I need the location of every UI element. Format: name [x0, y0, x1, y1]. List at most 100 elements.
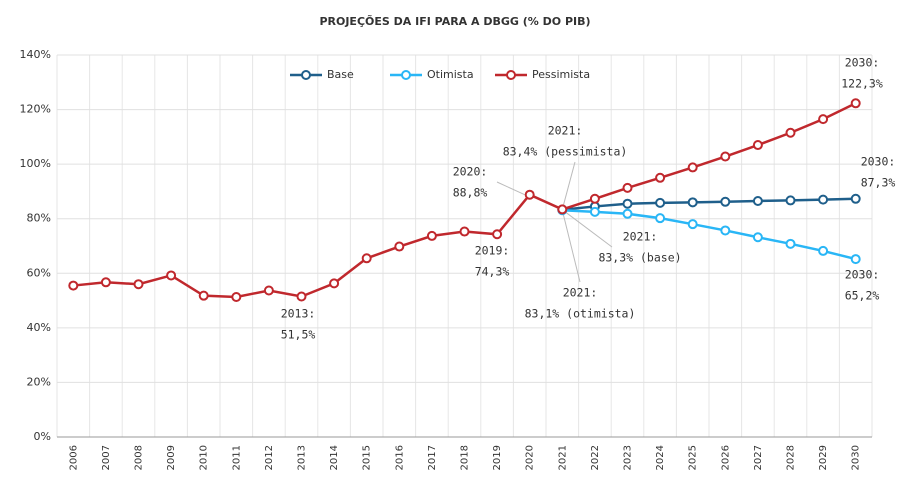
x-tick-label: 2024	[655, 445, 666, 470]
point	[589, 193, 600, 204]
point	[589, 206, 600, 217]
y-tick-label: 20%	[27, 375, 51, 388]
y-tick-label: 100%	[20, 157, 51, 170]
y-tick-label: 120%	[20, 103, 51, 116]
series-line	[73, 102, 857, 299]
y-tick-label: 0%	[34, 430, 51, 443]
x-tick-label: 2018	[460, 445, 471, 470]
point	[166, 270, 177, 281]
annotation: 2021:	[623, 230, 658, 244]
point	[818, 114, 829, 125]
leader-line	[561, 161, 576, 210]
chart-title: PROJEÇÕES DA IFI PARA A DBGG (% DO PIB)	[319, 15, 590, 28]
annotation: 2030:	[845, 56, 880, 70]
annotation: 2021:	[563, 286, 598, 300]
point	[231, 292, 242, 303]
point	[263, 285, 274, 296]
point	[720, 151, 731, 162]
x-tick-label: 2008	[134, 445, 145, 470]
y-tick-label: 140%	[20, 48, 51, 61]
x-tick-label: 2025	[688, 445, 699, 470]
series-line	[562, 209, 857, 261]
x-tick-label: 2010	[199, 445, 210, 470]
point	[818, 194, 829, 205]
point	[492, 229, 503, 240]
point	[720, 196, 731, 207]
point	[133, 279, 144, 290]
point	[687, 219, 698, 230]
point	[329, 278, 340, 289]
point	[785, 195, 796, 206]
point	[785, 127, 796, 138]
x-tick-label: 2027	[753, 445, 764, 470]
x-tick-label: 2028	[786, 445, 797, 470]
x-tick-label: 2006	[68, 445, 79, 470]
point	[655, 213, 666, 224]
legend-marker	[506, 70, 516, 80]
x-tick-label: 2007	[101, 445, 112, 470]
annotation: 74,3%	[475, 265, 510, 279]
annotation: 2013:	[281, 307, 316, 321]
point	[687, 197, 698, 208]
point	[296, 291, 307, 302]
legend-label: Base	[327, 68, 354, 81]
point	[426, 230, 437, 241]
x-tick-label: 2029	[818, 445, 829, 470]
x-tick-label: 2026	[720, 445, 731, 470]
x-tick-label: 2017	[427, 445, 438, 470]
point	[100, 277, 111, 288]
point	[557, 204, 568, 215]
point	[785, 238, 796, 249]
x-tick-label: 2030	[851, 445, 862, 470]
annotation: 2020:	[453, 165, 488, 179]
x-tick-label: 2012	[264, 445, 275, 470]
point	[752, 232, 763, 243]
x-tick-label: 2011	[231, 445, 242, 470]
point	[198, 290, 209, 301]
point	[752, 195, 763, 206]
point	[720, 225, 731, 236]
leader-line	[561, 210, 581, 283]
point	[850, 193, 861, 204]
annotation: 87,3%	[861, 176, 896, 190]
x-tick-label: 2021	[557, 445, 568, 470]
point	[687, 162, 698, 173]
x-tick-label: 2015	[362, 445, 373, 470]
y-tick-label: 80%	[27, 212, 51, 225]
annotation: 2030:	[845, 268, 880, 282]
x-tick-label: 2016	[394, 445, 405, 470]
annotation: 2021:	[548, 124, 583, 138]
point	[394, 241, 405, 252]
legend-label: Otimista	[427, 68, 474, 81]
point	[655, 197, 666, 208]
x-tick-label: 2022	[590, 445, 601, 470]
x-tick-label: 2019	[492, 445, 503, 470]
x-tick-label: 2014	[329, 445, 340, 470]
x-tick-label: 2009	[166, 445, 177, 470]
annotation: 65,2%	[845, 289, 880, 303]
series-line	[562, 197, 856, 211]
point	[655, 172, 666, 183]
x-tick-label: 2023	[623, 445, 634, 470]
y-tick-label: 60%	[27, 266, 51, 279]
point	[850, 98, 861, 109]
point	[622, 198, 633, 209]
annotation: 83,3% (base)	[598, 251, 681, 265]
y-tick-label: 40%	[27, 321, 51, 334]
point	[818, 245, 829, 256]
x-tick-label: 2020	[525, 445, 536, 470]
point	[850, 254, 861, 265]
legend-marker	[401, 70, 411, 80]
point	[524, 189, 535, 200]
leader-line	[496, 181, 525, 196]
annotation: 51,5%	[281, 328, 316, 342]
legend-marker	[301, 70, 311, 80]
point	[622, 208, 633, 219]
point	[752, 140, 763, 151]
x-tick-label: 2013	[297, 445, 308, 470]
point	[361, 253, 372, 264]
annotation: 122,3%	[841, 77, 883, 91]
annotation: 2019:	[475, 244, 510, 258]
annotation: 83,4% (pessimista)	[503, 145, 628, 159]
